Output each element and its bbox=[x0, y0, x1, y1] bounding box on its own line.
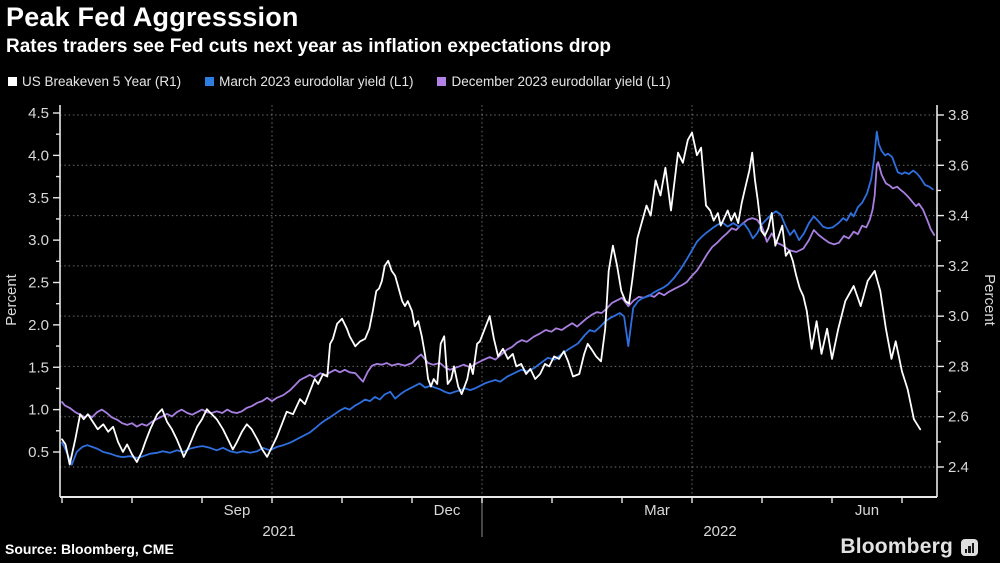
legend-swatch-icon bbox=[205, 77, 215, 86]
right-axis-tick-label: 2.8 bbox=[948, 358, 969, 375]
right-axis-tick-label: 2.4 bbox=[948, 459, 969, 476]
legend-item-0[interactable]: US Breakeven 5 Year (R1) bbox=[8, 74, 181, 89]
left-axis-tick-label: 3.5 bbox=[28, 190, 49, 207]
year-label: 2022 bbox=[703, 523, 736, 540]
legend-label: March 2023 eurodollar yield (L1) bbox=[219, 74, 414, 89]
right-axis-tick-label: 3.6 bbox=[948, 157, 969, 174]
right-axis-tick-label: 3.0 bbox=[948, 308, 969, 325]
right-axis-tick-label: 2.6 bbox=[948, 409, 969, 426]
left-axis-tick-label: 0.5 bbox=[28, 444, 49, 461]
page-title: Peak Fed Aggresssion bbox=[6, 2, 299, 32]
month-label: Dec bbox=[434, 502, 461, 519]
left-axis-tick-label: 3.0 bbox=[28, 232, 49, 249]
chart-legend: US Breakeven 5 Year (R1) March 2023 eurod… bbox=[8, 74, 671, 89]
left-axis-tick-label: 4.0 bbox=[28, 147, 49, 164]
left-axis-tick-label: 2.5 bbox=[28, 275, 49, 292]
month-label: Jun bbox=[855, 502, 879, 519]
source-caption: Source: Bloomberg, CME bbox=[5, 541, 174, 557]
legend-label: US Breakeven 5 Year (R1) bbox=[22, 74, 182, 89]
series-line-0 bbox=[61, 161, 936, 428]
left-axis-tick-label: 2.0 bbox=[28, 317, 49, 334]
bar-chart-icon bbox=[961, 538, 978, 556]
legend-swatch-icon bbox=[437, 77, 447, 86]
right-axis-tick-label: 3.2 bbox=[948, 258, 969, 275]
bloomberg-wordmark: Bloomberg bbox=[840, 535, 953, 558]
right-axis-tick-label: 3.4 bbox=[948, 208, 969, 225]
left-axis-tick-label: 1.0 bbox=[28, 402, 49, 419]
legend-label: December 2023 eurodollar yield (L1) bbox=[451, 74, 671, 89]
legend-swatch-icon bbox=[8, 77, 17, 86]
legend-item-1[interactable]: March 2023 eurodollar yield (L1) bbox=[205, 74, 413, 89]
legend-item-2[interactable]: December 2023 eurodollar yield (L1) bbox=[437, 74, 671, 89]
left-axis-tick-label: 4.5 bbox=[28, 105, 49, 122]
year-label: 2021 bbox=[262, 523, 295, 540]
month-label: Mar bbox=[644, 502, 670, 519]
left-axis-tick-label: 1.5 bbox=[28, 359, 49, 376]
chart-subtitle: Rates traders see Fed cuts next year as … bbox=[6, 36, 612, 57]
series-line-1 bbox=[61, 130, 934, 466]
right-axis-title: Percent bbox=[981, 274, 998, 327]
left-axis-title: Percent bbox=[3, 273, 20, 326]
bloomberg-logo: Bloomberg bbox=[840, 535, 978, 559]
right-axis-tick-label: 3.8 bbox=[948, 107, 969, 124]
month-label: Sep bbox=[224, 502, 251, 519]
series-line-2 bbox=[61, 131, 922, 466]
